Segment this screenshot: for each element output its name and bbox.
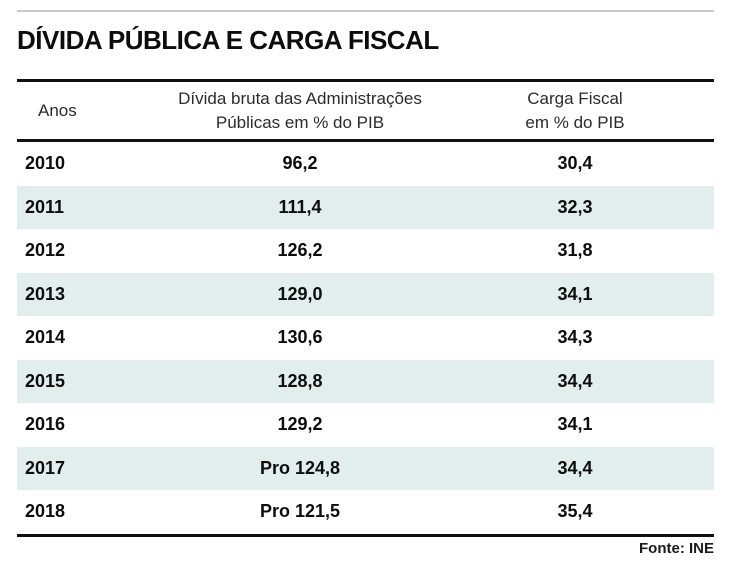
tax-cell: 30,4	[557, 153, 593, 174]
top-divider	[17, 10, 714, 12]
year-cell: 2018	[25, 501, 66, 522]
year-cell: 2014	[25, 327, 66, 348]
infographic: DÍVIDA PÚBLICA E CARGA FISCAL Anos Dívid…	[17, 10, 714, 557]
tax-cell: 31,8	[557, 240, 593, 261]
debt-cell: 129,0	[277, 283, 323, 304]
debt-cell: 128,8	[277, 370, 323, 391]
table-row: 2016 129,2 34,1	[17, 403, 714, 447]
debt-cell: Pro 124,8	[259, 457, 341, 478]
page-title: DÍVIDA PÚBLICA E CARGA FISCAL	[17, 25, 439, 55]
tax-cell: 34,1	[557, 414, 593, 435]
tax-cell: 32,3	[557, 196, 593, 217]
table-row: 2013 129,0 34,1	[17, 272, 714, 316]
debt-cell: 126,2	[277, 240, 323, 261]
column-header-gross-debt: Dívida bruta das Administrações Públicas…	[178, 88, 422, 132]
tax-cell: 35,4	[557, 501, 593, 522]
debt-cell: 130,6	[277, 327, 323, 348]
table-body: 2010 96,2 30,4 2011 111,4 32,3 2012 126,2 31,8 20…	[17, 142, 714, 537]
table-row: 2010 96,2 30,4	[17, 142, 714, 186]
table-row: 2017 Pro 124,8 34,4	[17, 446, 714, 490]
debt-cell: Pro 121,5	[259, 501, 341, 522]
year-cell: 2017	[25, 457, 66, 478]
table-row: 2012 126,2 31,8	[17, 229, 714, 273]
year-cell: 2016	[25, 414, 66, 435]
debt-cell: 96,2	[282, 153, 318, 174]
table-row: 2011 111,4 32,3	[17, 185, 714, 229]
debt-cell: 111,4	[278, 196, 322, 217]
column-header-fiscal-burden: Carga Fiscal em % do PIB	[525, 88, 625, 132]
tax-cell: 34,4	[557, 370, 593, 391]
table-row: 2018 Pro 121,5 35,4	[17, 490, 714, 534]
tax-cell: 34,1	[557, 283, 593, 304]
table-header-row: Anos Dívida bruta das Administrações Púb…	[17, 79, 714, 142]
year-cell: 2012	[25, 240, 66, 261]
tax-cell: 34,4	[557, 457, 593, 478]
year-cell: 2015	[25, 370, 66, 391]
table-row: 2014 130,6 34,3	[17, 316, 714, 360]
year-cell: 2011	[25, 196, 65, 217]
debt-cell: 129,2	[277, 414, 323, 435]
year-cell: 2013	[25, 283, 66, 304]
year-cell: 2010	[25, 153, 66, 174]
source-credit: Fonte: INE	[639, 539, 714, 557]
tax-cell: 34,3	[557, 327, 593, 348]
table-row: 2015 128,8 34,4	[17, 359, 714, 403]
column-header-years: Anos	[38, 100, 77, 120]
